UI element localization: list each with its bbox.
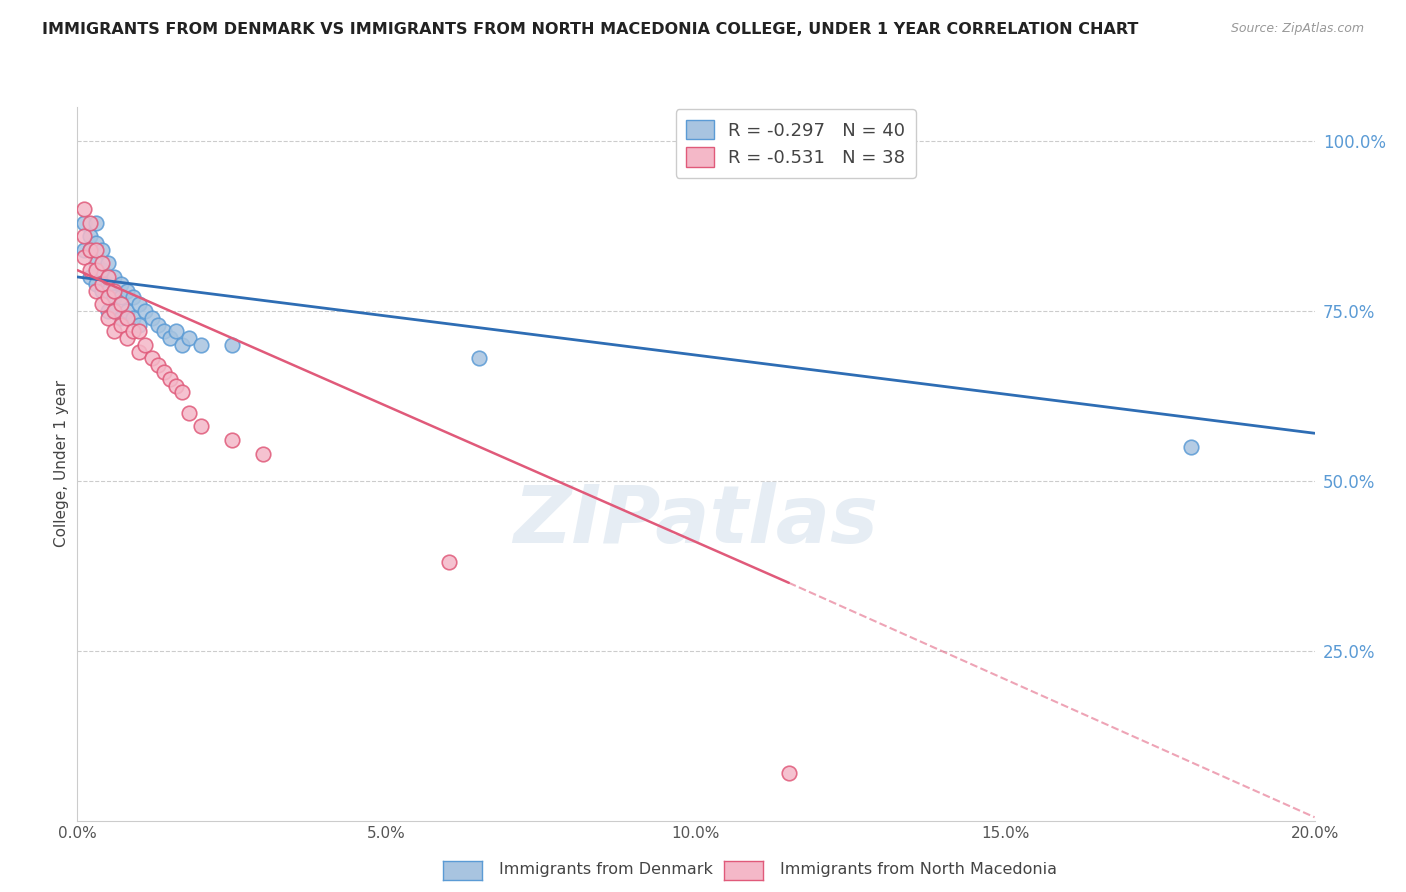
- Point: [84, 256, 107, 270]
- Point: [110, 290, 132, 304]
- Point: [91, 297, 114, 311]
- Point: [165, 324, 187, 338]
- Point: [72, 250, 94, 264]
- Point: [72, 216, 94, 230]
- Point: [97, 284, 120, 298]
- Point: [146, 359, 169, 373]
- Point: [79, 243, 101, 257]
- Point: [115, 304, 138, 318]
- Point: [122, 324, 145, 338]
- Point: [103, 284, 125, 298]
- Point: [172, 338, 194, 352]
- Point: [159, 372, 181, 386]
- Point: [103, 269, 125, 284]
- Point: [110, 310, 132, 325]
- Point: [128, 344, 150, 359]
- Point: [252, 447, 274, 461]
- Text: ZIPatlas: ZIPatlas: [513, 482, 879, 560]
- Point: [84, 263, 107, 277]
- Text: IMMIGRANTS FROM DENMARK VS IMMIGRANTS FROM NORTH MACEDONIA COLLEGE, UNDER 1 YEAR: IMMIGRANTS FROM DENMARK VS IMMIGRANTS FR…: [42, 22, 1139, 37]
- Point: [91, 243, 114, 257]
- Point: [177, 406, 200, 420]
- Point: [172, 385, 194, 400]
- Point: [72, 243, 94, 257]
- Point: [97, 256, 120, 270]
- Point: [79, 216, 101, 230]
- Point: [91, 263, 114, 277]
- Point: [190, 419, 212, 434]
- Point: [1180, 440, 1202, 454]
- Point: [221, 433, 243, 447]
- Point: [97, 269, 120, 284]
- Point: [122, 290, 145, 304]
- Point: [153, 365, 176, 379]
- Point: [103, 290, 125, 304]
- Point: [84, 243, 107, 257]
- Point: [165, 378, 187, 392]
- Point: [79, 263, 101, 277]
- Point: [97, 290, 120, 304]
- Point: [468, 351, 491, 366]
- Point: [128, 324, 150, 338]
- Legend: R = -0.297   N = 40, R = -0.531   N = 38: R = -0.297 N = 40, R = -0.531 N = 38: [676, 109, 915, 178]
- Text: Source: ZipAtlas.com: Source: ZipAtlas.com: [1230, 22, 1364, 36]
- Point: [91, 256, 114, 270]
- Point: [128, 318, 150, 332]
- Point: [103, 324, 125, 338]
- Point: [134, 304, 156, 318]
- Point: [110, 277, 132, 291]
- Point: [84, 277, 107, 291]
- Point: [221, 338, 243, 352]
- Point: [177, 331, 200, 345]
- Point: [128, 297, 150, 311]
- Point: [115, 310, 138, 325]
- Point: [122, 310, 145, 325]
- Point: [79, 269, 101, 284]
- Point: [437, 555, 460, 569]
- Point: [97, 310, 120, 325]
- Point: [84, 284, 107, 298]
- Point: [190, 338, 212, 352]
- Point: [141, 310, 163, 325]
- Point: [97, 304, 120, 318]
- Point: [72, 229, 94, 244]
- Point: [91, 277, 114, 291]
- Point: [97, 277, 120, 291]
- Text: Immigrants from Denmark: Immigrants from Denmark: [499, 863, 713, 877]
- Point: [159, 331, 181, 345]
- Point: [141, 351, 163, 366]
- Point: [146, 318, 169, 332]
- Point: [110, 297, 132, 311]
- Point: [778, 766, 800, 780]
- Point: [79, 243, 101, 257]
- Point: [110, 318, 132, 332]
- Text: Immigrants from North Macedonia: Immigrants from North Macedonia: [780, 863, 1057, 877]
- Point: [72, 202, 94, 216]
- Point: [84, 235, 107, 250]
- Point: [115, 284, 138, 298]
- Point: [134, 338, 156, 352]
- Point: [103, 304, 125, 318]
- Point: [79, 229, 101, 244]
- Y-axis label: College, Under 1 year: College, Under 1 year: [53, 380, 69, 548]
- Point: [153, 324, 176, 338]
- Point: [115, 331, 138, 345]
- Point: [91, 284, 114, 298]
- Point: [103, 304, 125, 318]
- Point: [84, 216, 107, 230]
